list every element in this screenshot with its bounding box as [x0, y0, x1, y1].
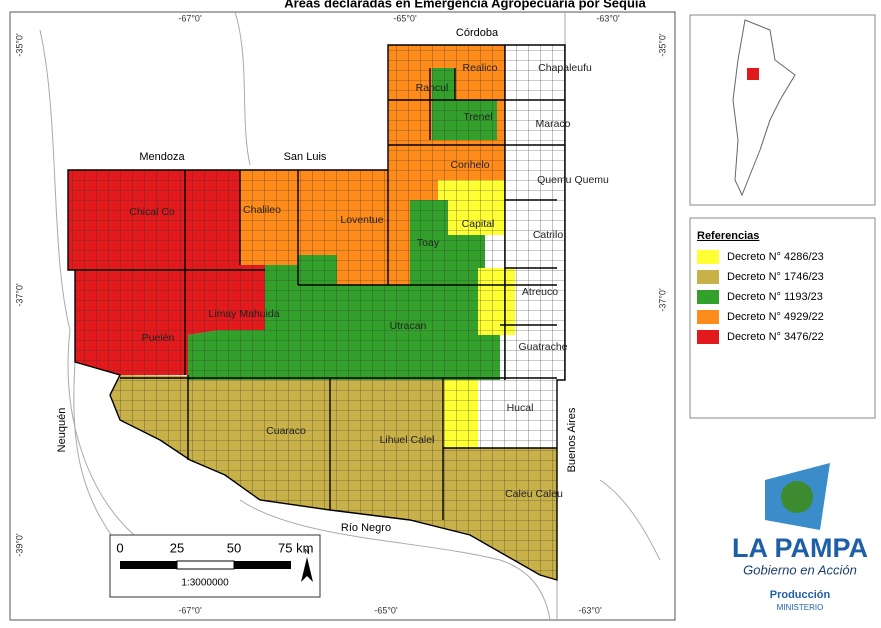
- legend-label: Decreto N° 3476/22: [727, 331, 824, 343]
- legend-label: Decreto N° 4929/22: [727, 311, 824, 323]
- legend-swatch: [697, 330, 719, 344]
- graticule-label: -39°0': [14, 533, 24, 557]
- department-label: Utracan: [390, 320, 427, 332]
- department-label: Hucal: [507, 402, 534, 414]
- department-label: Realico: [462, 62, 497, 74]
- legend-swatch: [697, 310, 719, 324]
- graticule-label: -63°0': [578, 605, 602, 615]
- graticule-label: -65°0': [393, 13, 417, 23]
- department-label: Caleu Caleu: [505, 488, 563, 500]
- inset-frame: [689, 14, 876, 206]
- department-label: Catrilo: [533, 229, 564, 241]
- scale-label: 0: [116, 540, 123, 555]
- legend-label: Decreto N° 1193/23: [727, 291, 823, 303]
- legend-swatch: [697, 270, 719, 284]
- scale-label: 75 km: [278, 540, 313, 555]
- legend-swatch: [697, 290, 719, 304]
- department-borders: [67, 44, 566, 581]
- legend-label: Decreto N° 1746/23: [727, 271, 824, 283]
- north-arrow: [301, 557, 313, 582]
- graticule-label: -37°0': [657, 288, 667, 312]
- legend-label: Decreto N° 4286/23: [727, 251, 824, 263]
- scale-seg: [234, 561, 291, 569]
- neighbor-label: Río Negro: [341, 522, 391, 534]
- department-label: Toay: [417, 237, 440, 249]
- logo-area: Producción: [770, 589, 831, 601]
- department-label: Quemu Quemu: [537, 174, 609, 186]
- graticule-label: -67°0': [178, 605, 202, 615]
- logo-slogan: Gobierno en Acción: [743, 562, 857, 577]
- department-label: Chalileo: [243, 204, 281, 216]
- neighbor-label: Córdoba: [456, 27, 499, 39]
- graticule-label: -37°0': [14, 283, 24, 307]
- department-label: Lihuel Calel: [380, 434, 435, 446]
- inset-country: [732, 19, 796, 197]
- inset-highlight: [747, 68, 759, 80]
- graticule-label: -67°0': [178, 13, 202, 23]
- graticule-label: -35°0': [657, 33, 667, 57]
- department-label: Guatrache: [518, 341, 567, 353]
- logo-ministry: MINISTERIO: [777, 603, 824, 612]
- background-lines: [39, 11, 661, 621]
- neighbor-label: San Luis: [284, 151, 327, 163]
- legend-frame: [689, 217, 876, 419]
- department-label: Cuaraco: [266, 425, 306, 437]
- graticule-label: -65°0': [374, 605, 398, 615]
- department-label: Limay Mahuida: [208, 308, 279, 320]
- department-label: Rancul: [416, 82, 449, 94]
- department-label: Trenel: [463, 111, 492, 123]
- department-label: Maraco: [535, 118, 570, 130]
- department-label: Atreuco: [522, 286, 558, 298]
- graticule-label: -35°0': [14, 33, 24, 57]
- legend-title: Referencias: [697, 230, 759, 242]
- department-label: Capital: [462, 218, 495, 230]
- labels: -67°0' -65°0' -63°0' -67°0' -65°0' -63°0' -35°…: [14, 13, 667, 615]
- department-label: Conhelo: [450, 159, 489, 171]
- department-label: Loventue: [340, 214, 383, 226]
- scale-ratio: 1:3000000: [181, 578, 229, 589]
- neighbor-label: Neuquén: [56, 408, 68, 453]
- neighbor-label: Mendoza: [139, 151, 185, 163]
- scale-label: 25: [170, 540, 184, 555]
- department-label: Puelén: [142, 332, 175, 344]
- department-label: Chapaleufu: [538, 62, 592, 74]
- title: Áreas declaradas en Emergencia Agropecua…: [284, 0, 646, 10]
- scale-label: 50: [227, 540, 241, 555]
- logo-name: LA PAMPA: [732, 533, 868, 563]
- graticule-label: -63°0': [596, 13, 620, 23]
- legend-swatch: [697, 250, 719, 264]
- scale-seg: [176, 560, 235, 570]
- neighbor-label: Buenos Aires: [566, 407, 578, 472]
- logo-tree: [781, 481, 813, 513]
- department-label: Chical Co: [129, 206, 175, 218]
- scale-seg: [120, 561, 177, 569]
- north-label: N: [304, 549, 309, 556]
